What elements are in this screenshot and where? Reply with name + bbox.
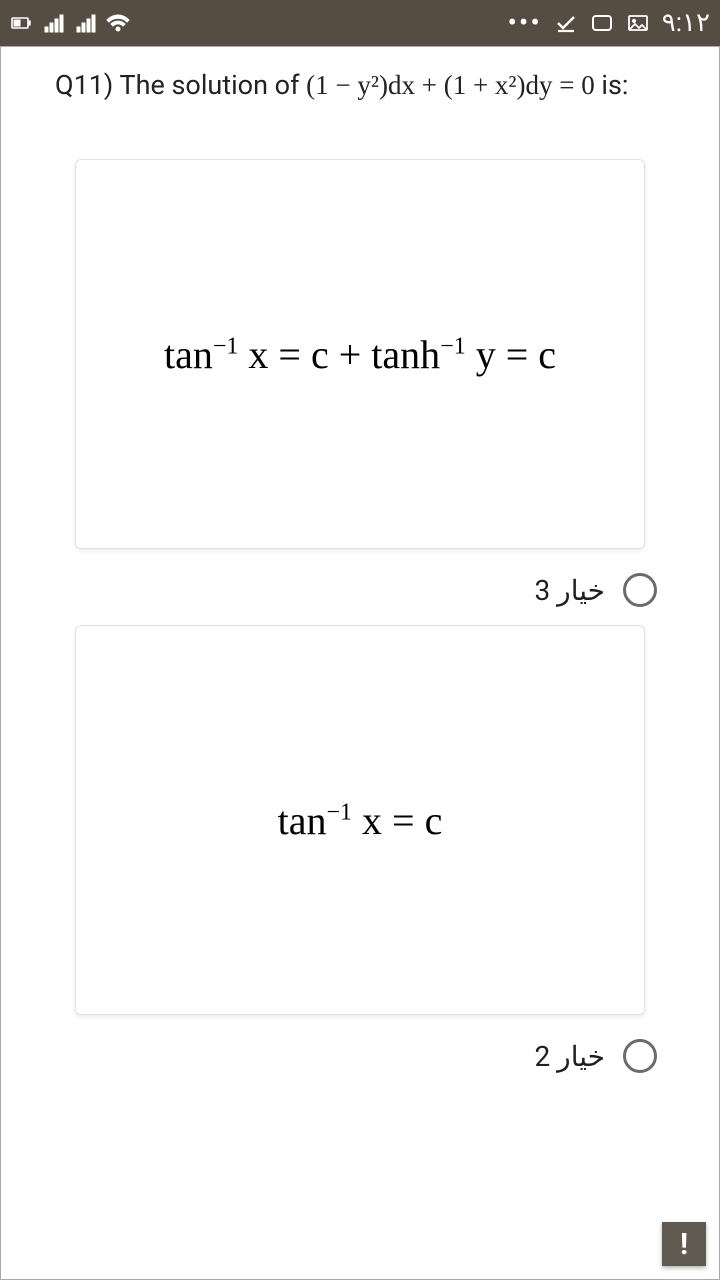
question-page: Q11) The solution of (1 − y²)dx + (1 + x… [0, 46, 720, 1280]
question-label: Q11) The solution of [55, 69, 306, 101]
screen: ••• ٩:١٢ Q11) The solution of (1 − y²)dx… [0, 0, 720, 1280]
rect-icon [590, 11, 614, 35]
option-2-row[interactable]: خيار 2 [35, 1039, 657, 1073]
option-3-radio[interactable] [623, 573, 657, 607]
formula-part: tan [278, 798, 327, 843]
alert-fab[interactable]: ! [662, 1222, 706, 1266]
signal-2-icon [74, 11, 98, 35]
option-3-row[interactable]: خيار 3 [35, 573, 657, 607]
option-2-card[interactable]: tan−1 x = c [75, 625, 645, 1015]
status-bar: ••• ٩:١٢ [0, 0, 720, 46]
battery-icon [10, 11, 34, 35]
question-equation: (1 − y²)dx + (1 + x²)dy = 0 [306, 70, 595, 100]
option-3-card[interactable]: tan−1 x = c + tanh−1 y = c [75, 159, 645, 549]
formula-sup: −1 [213, 333, 239, 359]
statusbar-left-group [10, 11, 130, 35]
picture-icon [626, 11, 650, 35]
statusbar-right-group: ••• ٩:١٢ [507, 8, 710, 38]
option-3-formula: tan−1 x = c + tanh−1 y = c [164, 331, 556, 378]
alert-icon: ! [680, 1227, 688, 1262]
option-3-label: خيار 3 [534, 574, 605, 607]
formula-sup: −1 [440, 333, 466, 359]
formula-part: x = c [352, 798, 442, 843]
clock-time: ٩:١٢ [662, 8, 710, 38]
formula-part: x = c + tanh [238, 332, 440, 377]
signal-1-icon [42, 11, 66, 35]
formula-sup: −1 [327, 799, 353, 825]
option-2-radio[interactable] [623, 1039, 657, 1073]
option-2-label: خيار 2 [534, 1040, 605, 1073]
option-2-formula: tan−1 x = c [278, 797, 443, 844]
wifi-icon [106, 11, 130, 35]
check-edit-icon [554, 11, 578, 35]
formula-part: y = c [466, 332, 556, 377]
question-text: Q11) The solution of (1 − y²)dx + (1 + x… [35, 69, 685, 101]
question-suffix: is: [595, 69, 629, 101]
formula-part: tan [164, 332, 213, 377]
